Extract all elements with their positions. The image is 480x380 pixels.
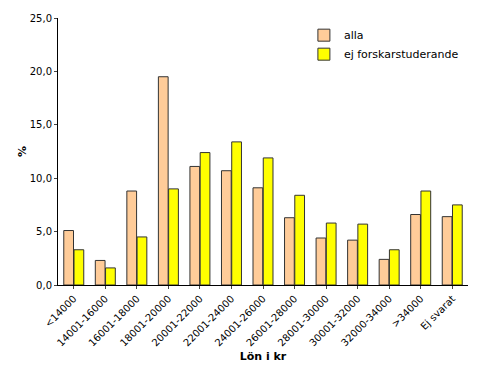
svg-text:5,0: 5,0 (36, 226, 52, 237)
svg-text:18001-20000: 18001-20000 (118, 293, 173, 348)
svg-text:Ej svarat: Ej svarat (418, 293, 457, 332)
svg-text:16001-18000: 16001-18000 (86, 293, 141, 348)
svg-text:alla: alla (344, 29, 364, 42)
svg-text:30001-32000: 30001-32000 (307, 293, 362, 348)
svg-text:>34000: >34000 (389, 293, 425, 329)
svg-text:ej forskarstuderande: ej forskarstuderande (344, 48, 459, 61)
svg-text:28001-30000: 28001-30000 (276, 293, 331, 348)
svg-text:22001-24000: 22001-24000 (181, 293, 236, 348)
svg-text:Lön i kr: Lön i kr (240, 350, 287, 363)
svg-text:20,0: 20,0 (30, 66, 52, 77)
svg-text:14001-16000: 14001-16000 (55, 293, 110, 348)
svg-text:25,0: 25,0 (30, 13, 52, 24)
svg-text:0,0: 0,0 (36, 280, 52, 291)
svg-text:10,0: 10,0 (30, 173, 52, 184)
svg-text:15,0: 15,0 (30, 119, 52, 130)
svg-text:<14000: <14000 (43, 293, 79, 329)
svg-text:32000-34000: 32000-34000 (339, 293, 394, 348)
svg-text:26001-28000: 26001-28000 (244, 293, 299, 348)
svg-text:%: % (16, 146, 29, 157)
svg-text:20001-22000: 20001-22000 (150, 293, 205, 348)
svg-text:24001-26000: 24001-26000 (213, 293, 268, 348)
